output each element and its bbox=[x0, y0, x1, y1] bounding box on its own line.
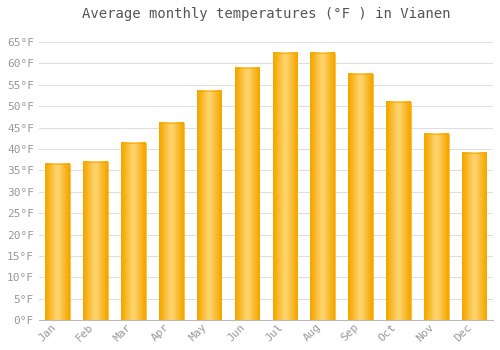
Title: Average monthly temperatures (°F ) in Vianen: Average monthly temperatures (°F ) in Vi… bbox=[82, 7, 450, 21]
Bar bbox=[272, 52, 297, 320]
Bar bbox=[46, 164, 70, 320]
Bar bbox=[348, 74, 373, 320]
Bar bbox=[234, 68, 260, 320]
Bar bbox=[386, 102, 410, 320]
Bar bbox=[159, 123, 184, 320]
Bar bbox=[462, 153, 486, 320]
Bar bbox=[84, 162, 108, 320]
Bar bbox=[121, 142, 146, 320]
Bar bbox=[310, 52, 335, 320]
Bar bbox=[197, 91, 222, 320]
Bar bbox=[424, 134, 448, 320]
